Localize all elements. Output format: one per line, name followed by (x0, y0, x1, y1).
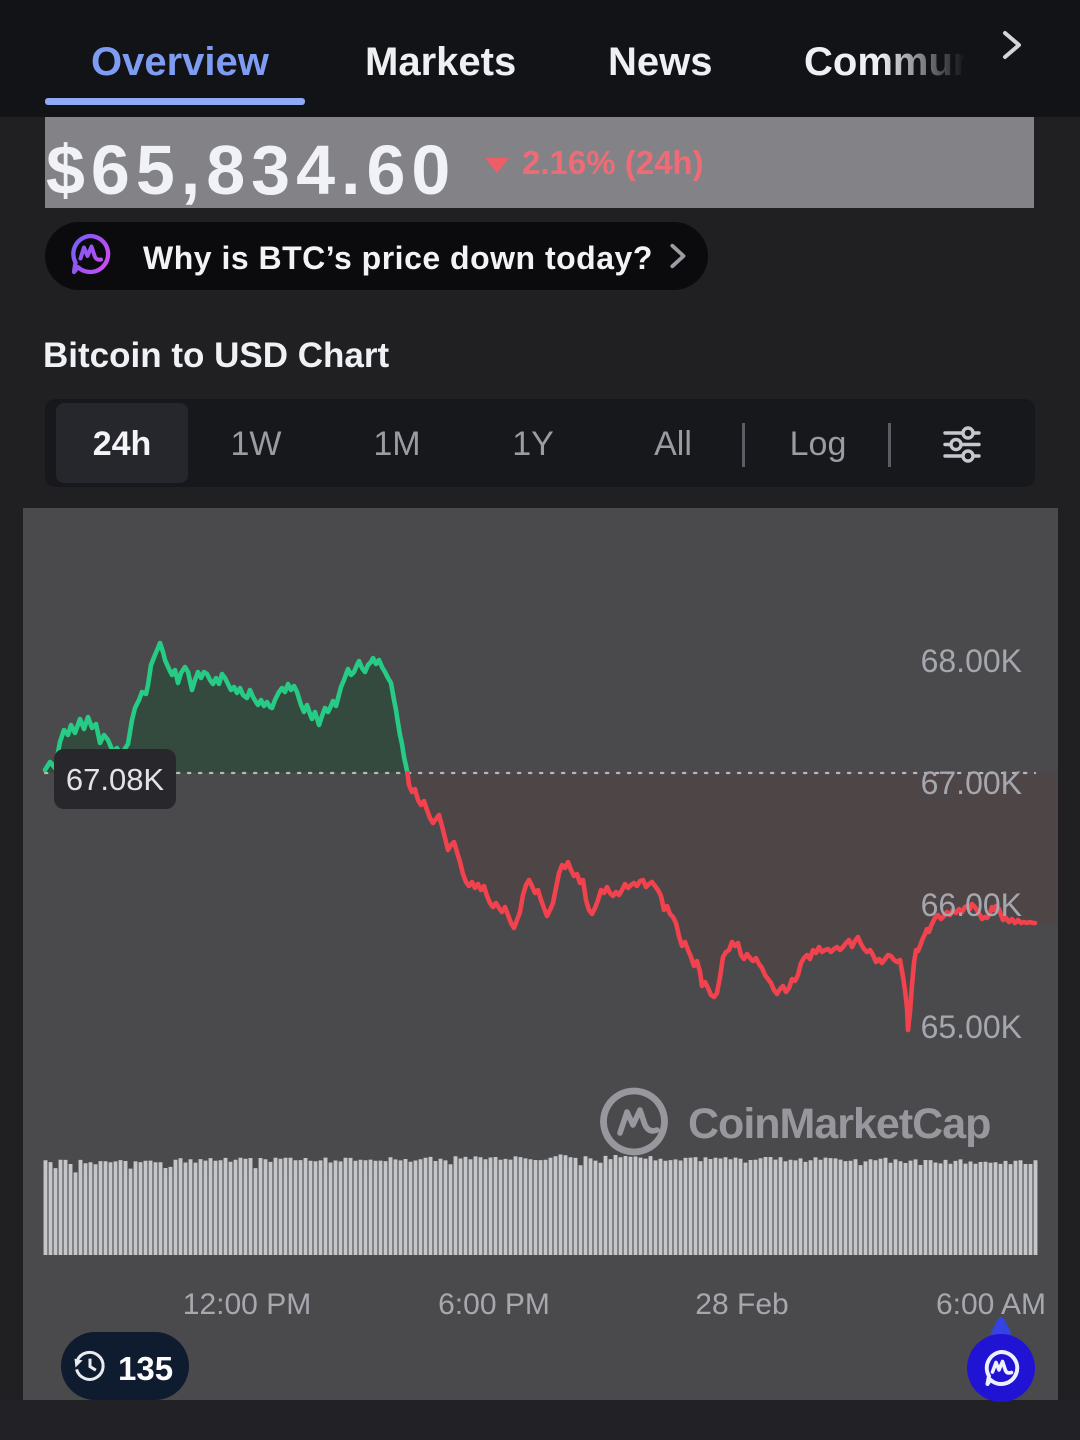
svg-text:CoinMarketCap: CoinMarketCap (688, 1100, 990, 1148)
svg-text:67.00K: 67.00K (921, 765, 1022, 801)
svg-text:66.00K: 66.00K (921, 887, 1022, 923)
svg-text:67.08K: 67.08K (66, 762, 165, 797)
svg-text:6:00 AM: 6:00 AM (936, 1288, 1046, 1321)
svg-text:12:00 PM: 12:00 PM (183, 1288, 311, 1321)
svg-text:68.00K: 68.00K (921, 643, 1022, 679)
svg-text:65.00K: 65.00K (921, 1009, 1022, 1045)
svg-text:28 Feb: 28 Feb (695, 1288, 788, 1321)
svg-text:6:00 PM: 6:00 PM (438, 1288, 550, 1321)
